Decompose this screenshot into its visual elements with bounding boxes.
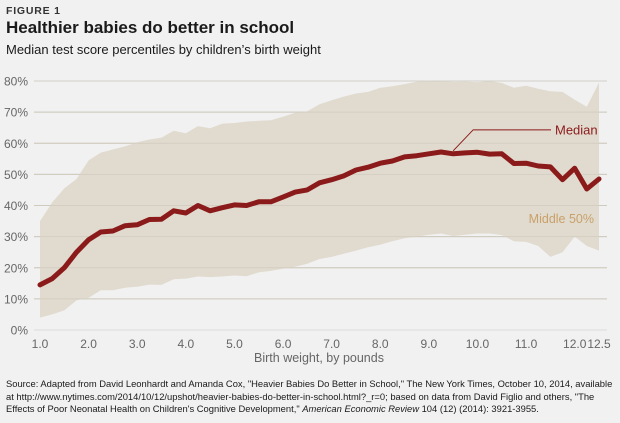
source-text: Source: Adapted from David Leonhardt and…: [6, 378, 613, 414]
x-tick-label: 12.0: [563, 337, 587, 351]
y-axis-tick-labels: 0% 10% 20% 30% 40% 50% 60% 70% 80%: [4, 75, 28, 338]
x-tick-label: 11.0: [515, 337, 538, 351]
x-tick-label: 8.0: [372, 337, 389, 351]
x-tick-label: 10.0: [466, 337, 490, 351]
x-tick-label: 12.5: [587, 337, 611, 351]
y-tick-label: 60%: [4, 137, 28, 151]
median-annotation-label: Median: [555, 122, 598, 137]
y-tick-label: 50%: [4, 168, 28, 182]
x-tick-label: 9.0: [421, 337, 438, 351]
y-tick-label: 30%: [4, 230, 28, 244]
x-tick-label: 7.0: [323, 337, 340, 351]
chart-subtitle: Median test score percentiles by childre…: [6, 42, 321, 57]
y-tick-label: 20%: [4, 261, 28, 275]
x-axis-tick-labels: 1.0 2.0 3.0 4.0 5.0 6.0 7.0 8.0 9.0 10.0 11.0 12.0 1…: [32, 337, 611, 351]
y-tick-label: 40%: [4, 199, 28, 213]
chart-plot: 0% 10% 20% 30% 40% 50% 60% 70% 80% 1.0 2.0 3.0 4.0 5…: [4, 75, 611, 366]
x-axis-label: Birth weight, by pounds: [254, 351, 384, 365]
y-tick-label: 80%: [4, 75, 28, 89]
y-tick-label: 10%: [4, 292, 28, 306]
median-line: [37, 149, 602, 288]
source-citation: 104 (12) (2014): 3921-3955.: [418, 403, 539, 414]
middle-50-band: [40, 81, 599, 318]
median-annotation-leader: [452, 129, 551, 152]
median-points: [39, 151, 600, 285]
x-tick-label: 5.0: [226, 337, 243, 351]
figure-label: FIGURE 1: [6, 5, 61, 17]
x-tick-label: 4.0: [177, 337, 194, 351]
source-journal: American Economic Review: [302, 403, 419, 414]
x-tick-label: 6.0: [275, 337, 292, 351]
y-tick-label: 70%: [4, 106, 28, 120]
x-tick-label: 1.0: [32, 337, 49, 351]
source-note: Source: Adapted from David Leonhardt and…: [6, 378, 616, 416]
x-tick-label: 2.0: [80, 337, 97, 351]
middle-50-annotation-label: Middle 50%: [529, 212, 594, 226]
chart-title: Healthier babies do better in school: [6, 18, 295, 37]
x-tick-label: 3.0: [129, 337, 146, 351]
y-tick-label: 0%: [11, 324, 29, 338]
